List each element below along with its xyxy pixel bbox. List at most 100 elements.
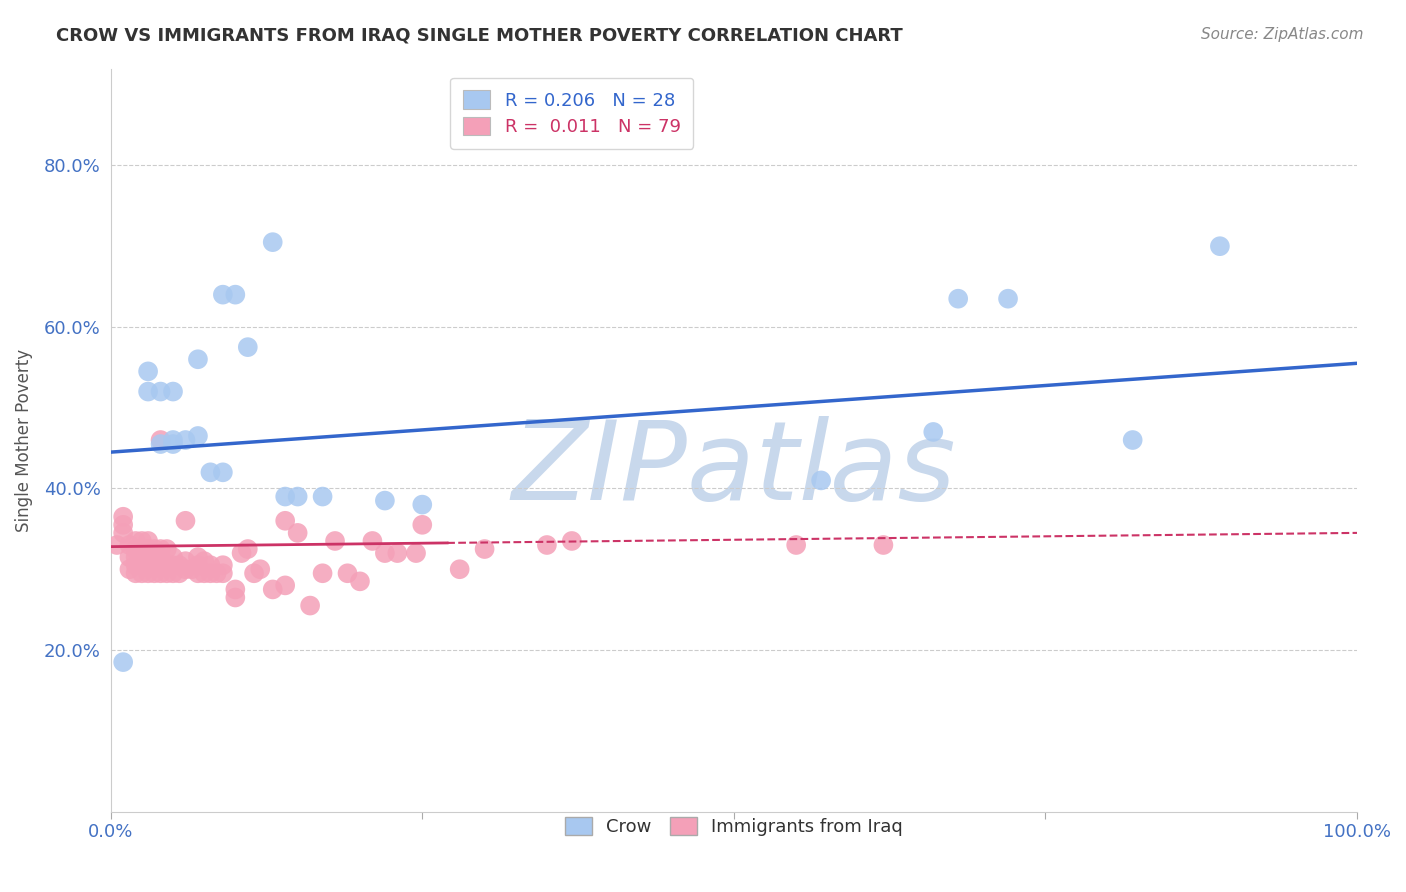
Point bbox=[162, 550, 184, 565]
Point bbox=[193, 566, 215, 581]
Point bbox=[149, 437, 172, 451]
Point bbox=[212, 566, 235, 581]
Point bbox=[224, 287, 246, 301]
Point bbox=[131, 542, 153, 557]
Point bbox=[167, 558, 190, 573]
Point bbox=[149, 384, 172, 399]
Point bbox=[149, 550, 172, 565]
Point bbox=[224, 591, 246, 605]
Point bbox=[262, 582, 284, 597]
Point bbox=[174, 433, 197, 447]
Point bbox=[112, 509, 135, 524]
Point bbox=[323, 533, 346, 548]
Point bbox=[249, 562, 271, 576]
Point bbox=[349, 574, 371, 589]
Point bbox=[162, 566, 184, 581]
Point bbox=[162, 558, 184, 573]
Point bbox=[922, 425, 945, 439]
Text: ZIPatlas: ZIPatlas bbox=[512, 417, 956, 524]
Point bbox=[336, 566, 359, 581]
Point bbox=[236, 340, 259, 354]
Point bbox=[124, 533, 146, 548]
Point bbox=[997, 292, 1019, 306]
Point bbox=[143, 542, 166, 557]
Text: Source: ZipAtlas.com: Source: ZipAtlas.com bbox=[1201, 27, 1364, 42]
Point bbox=[561, 533, 583, 548]
Y-axis label: Single Mother Poverty: Single Mother Poverty bbox=[15, 349, 32, 532]
Point bbox=[287, 525, 309, 540]
Point bbox=[387, 546, 409, 560]
Point bbox=[162, 433, 184, 447]
Point bbox=[118, 550, 141, 565]
Point bbox=[124, 566, 146, 581]
Point bbox=[311, 566, 333, 581]
Point bbox=[536, 538, 558, 552]
Point bbox=[374, 546, 396, 560]
Point bbox=[131, 533, 153, 548]
Point bbox=[167, 566, 190, 581]
Point bbox=[187, 352, 209, 367]
Point bbox=[243, 566, 266, 581]
Point bbox=[274, 490, 297, 504]
Point bbox=[262, 235, 284, 249]
Point bbox=[136, 533, 159, 548]
Point bbox=[212, 287, 235, 301]
Point bbox=[131, 566, 153, 581]
Point bbox=[411, 517, 433, 532]
Point bbox=[156, 558, 179, 573]
Point bbox=[311, 490, 333, 504]
Point bbox=[299, 599, 322, 613]
Point bbox=[124, 550, 146, 565]
Point bbox=[162, 384, 184, 399]
Point bbox=[112, 525, 135, 540]
Point bbox=[174, 562, 197, 576]
Point bbox=[449, 562, 471, 576]
Point bbox=[187, 429, 209, 443]
Point bbox=[231, 546, 253, 560]
Point bbox=[124, 558, 146, 573]
Point bbox=[187, 558, 209, 573]
Point bbox=[212, 466, 235, 480]
Point bbox=[474, 542, 496, 557]
Point bbox=[136, 566, 159, 581]
Point bbox=[205, 566, 228, 581]
Text: CROW VS IMMIGRANTS FROM IRAQ SINGLE MOTHER POVERTY CORRELATION CHART: CROW VS IMMIGRANTS FROM IRAQ SINGLE MOTH… bbox=[56, 27, 903, 45]
Point bbox=[224, 582, 246, 597]
Point bbox=[136, 542, 159, 557]
Point bbox=[112, 655, 135, 669]
Point bbox=[149, 433, 172, 447]
Point bbox=[1122, 433, 1144, 447]
Point bbox=[118, 538, 141, 552]
Point bbox=[180, 562, 202, 576]
Point bbox=[105, 538, 128, 552]
Point bbox=[274, 514, 297, 528]
Point bbox=[193, 554, 215, 568]
Point bbox=[136, 364, 159, 378]
Point bbox=[136, 384, 159, 399]
Point bbox=[174, 554, 197, 568]
Point bbox=[287, 490, 309, 504]
Point bbox=[200, 566, 222, 581]
Point bbox=[112, 517, 135, 532]
Point bbox=[405, 546, 427, 560]
Point bbox=[274, 578, 297, 592]
Point bbox=[236, 542, 259, 557]
Point bbox=[131, 558, 153, 573]
Point bbox=[124, 542, 146, 557]
Point bbox=[131, 550, 153, 565]
Point bbox=[946, 292, 969, 306]
Point bbox=[187, 566, 209, 581]
Point bbox=[200, 558, 222, 573]
Point bbox=[200, 466, 222, 480]
Point bbox=[156, 542, 179, 557]
Point bbox=[212, 558, 235, 573]
Point bbox=[361, 533, 384, 548]
Point bbox=[872, 538, 894, 552]
Point bbox=[136, 558, 159, 573]
Point bbox=[174, 514, 197, 528]
Point bbox=[411, 498, 433, 512]
Point bbox=[810, 474, 832, 488]
Point bbox=[118, 562, 141, 576]
Point bbox=[143, 566, 166, 581]
Point bbox=[143, 558, 166, 573]
